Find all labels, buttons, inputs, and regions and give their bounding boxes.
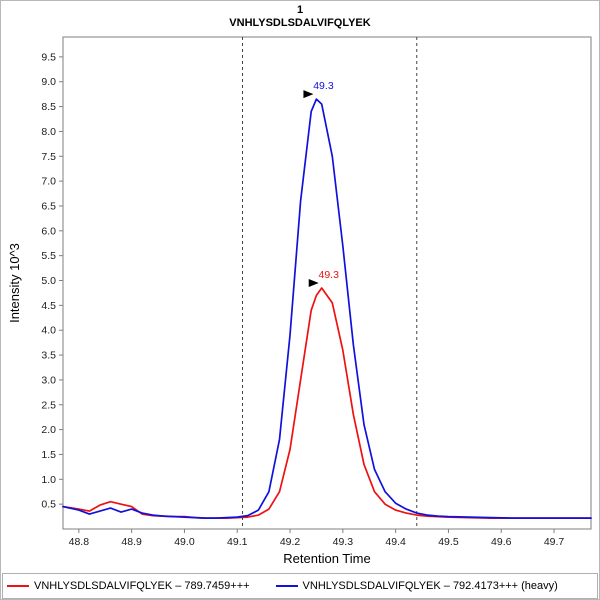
heavy-series-color-swatch bbox=[275, 585, 298, 587]
y-tick-label: 1.0 bbox=[41, 474, 56, 486]
x-tick-label: 49.6 bbox=[491, 536, 512, 548]
y-tick-label: 2.5 bbox=[41, 399, 56, 411]
chromatogram-plot[interactable]: 0.5 1.0 1.5 2.0 2.5 3.0 3.5 4.0 4.5 5.0 5.5 6.0 6.5 7… bbox=[1, 33, 600, 573]
x-tick-label: 48.8 bbox=[69, 536, 90, 548]
heavy-series-line bbox=[62, 98, 592, 519]
legend-item-heavy: VNHLYSDLSDALVIFQLYEK – 792.4173+++ (heav… bbox=[275, 580, 558, 592]
x-axis: 48.8 48.9 49.0 49.1 49.2 49.3 49.4 49.5 49.6 49.7 bbox=[69, 529, 565, 548]
y-tick-label: 4.5 bbox=[41, 300, 56, 312]
y-axis: 0.5 1.0 1.5 2.0 2.5 3.0 3.5 4.0 4.5 5.0 5.5 6.0 6.5 7… bbox=[41, 51, 63, 511]
y-tick-label: 3.5 bbox=[41, 350, 56, 362]
y-tick-label: 1.5 bbox=[41, 449, 56, 461]
y-tick-label: 6.0 bbox=[41, 225, 56, 237]
y-axis-title: Intensity 10^3 bbox=[7, 243, 22, 323]
chart-header: 1 VNHLYSDLSDALVIFQLYEK bbox=[1, 1, 599, 33]
y-tick-label: 5.0 bbox=[41, 275, 56, 287]
x-tick-label: 49.5 bbox=[438, 536, 459, 548]
y-tick-label: 8.5 bbox=[41, 101, 56, 113]
heavy-peak-arrow-icon bbox=[303, 90, 314, 99]
y-tick-label: 8.0 bbox=[41, 126, 56, 138]
peptide-sequence-subtitle: VNHLYSDLSDALVIFQLYEK bbox=[229, 17, 371, 29]
y-tick-label: 5.5 bbox=[41, 250, 56, 262]
legend-item-light: VNHLYSDLSDALVIFQLYEK – 789.7459+++ bbox=[7, 580, 250, 592]
plot-border bbox=[62, 36, 592, 530]
light-peak-rt-annotation: 49.3 bbox=[319, 269, 340, 281]
x-tick-label: 49.3 bbox=[333, 536, 354, 548]
y-tick-label: 4.0 bbox=[41, 325, 56, 337]
light-series-line bbox=[62, 287, 592, 519]
x-tick-label: 48.9 bbox=[121, 536, 142, 548]
x-tick-label: 49.0 bbox=[174, 536, 195, 548]
heavy-series-label: VNHLYSDLSDALVIFQLYEK – 792.4173+++ (heav… bbox=[302, 580, 558, 592]
y-tick-label: 9.5 bbox=[41, 51, 56, 63]
legend: VNHLYSDLSDALVIFQLYEK – 789.7459+++ VNHLY… bbox=[2, 573, 598, 599]
chart-title: 1 bbox=[296, 4, 304, 16]
x-tick-label: 49.7 bbox=[544, 536, 565, 548]
x-axis-title: Retention Time bbox=[283, 551, 370, 566]
y-tick-label: 9.0 bbox=[41, 76, 56, 88]
y-tick-label: 7.0 bbox=[41, 176, 56, 188]
x-tick-label: 49.2 bbox=[280, 536, 301, 548]
y-tick-label: 2.0 bbox=[41, 424, 56, 436]
y-tick-label: 0.5 bbox=[41, 499, 56, 511]
x-tick-label: 49.1 bbox=[227, 536, 248, 548]
heavy-peak-rt-annotation: 49.3 bbox=[313, 80, 334, 92]
light-series-label: VNHLYSDLSDALVIFQLYEK – 789.7459+++ bbox=[34, 580, 250, 592]
y-tick-label: 7.5 bbox=[41, 151, 56, 163]
light-peak-arrow-icon bbox=[308, 278, 319, 287]
x-tick-label: 49.4 bbox=[385, 536, 406, 548]
y-tick-label: 3.0 bbox=[41, 374, 56, 386]
y-tick-label: 6.5 bbox=[41, 200, 56, 212]
light-series-color-swatch bbox=[7, 585, 29, 587]
